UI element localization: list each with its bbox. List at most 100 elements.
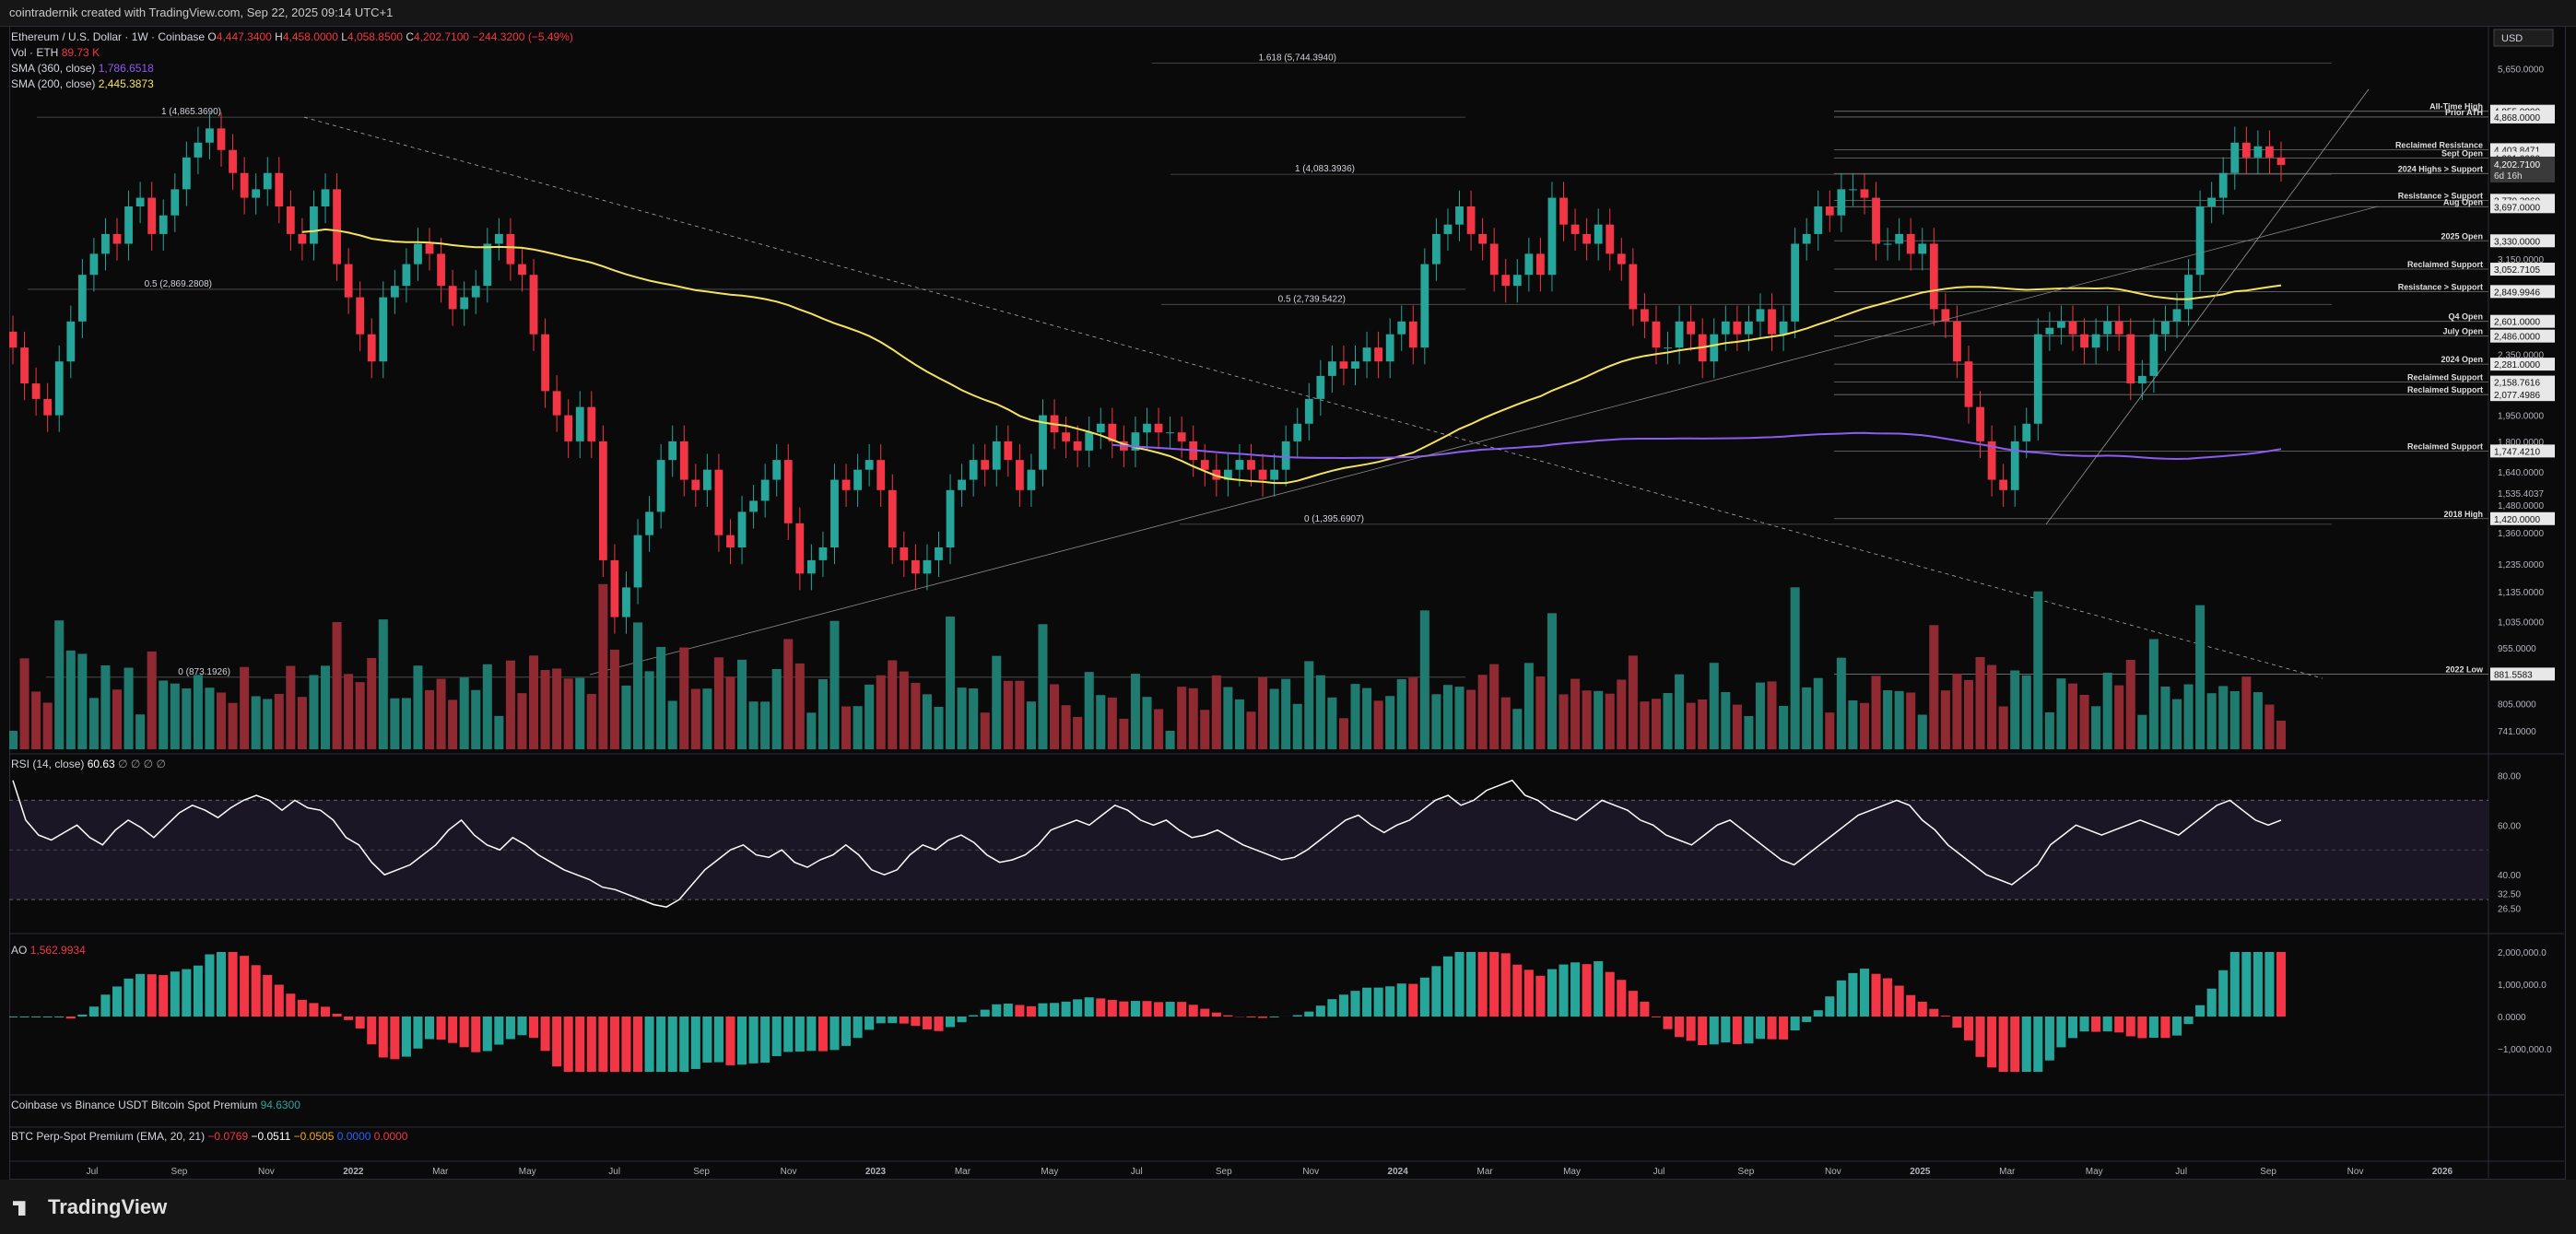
price-chart[interactable]: USD5,650.00004,955.00004,868.00004,403.8… — [9, 26, 2564, 1178]
candle-body — [1131, 432, 1140, 451]
brand-text: TradingView — [48, 1195, 168, 1218]
ao-bar — [760, 1017, 770, 1064]
ao-bar — [1987, 1017, 1997, 1068]
ao-group — [9, 952, 2287, 1072]
candle-body — [1791, 243, 1800, 322]
ao-bar — [1617, 980, 1627, 1017]
candle-body — [529, 275, 538, 335]
legend-high-label: H — [275, 30, 283, 43]
ao-bar — [1096, 998, 1106, 1017]
dashed-trendline — [303, 116, 2323, 679]
candle-body — [54, 361, 64, 416]
level-price-text: 3,052.7105 — [2494, 265, 2540, 276]
volume-bar — [112, 689, 123, 749]
premium1-label: Coinbase vs Binance USDT Bitcoin Spot Pr… — [11, 1099, 258, 1111]
ao-bar — [748, 1017, 759, 1064]
ao-bar — [482, 1017, 492, 1052]
volume-bar — [1732, 704, 1742, 749]
volume-bar — [1003, 680, 1013, 749]
ao-bar — [1038, 1003, 1048, 1017]
volume-bar — [1559, 694, 1569, 749]
volume-bar — [679, 647, 689, 749]
ao-bar — [494, 1017, 504, 1045]
chart-frame[interactable] — [9, 26, 2566, 1180]
candle-body — [598, 441, 607, 560]
candle-body — [1478, 233, 1488, 244]
ao-bar — [228, 952, 238, 1017]
ao-bar — [656, 1017, 666, 1072]
volume-bar — [309, 675, 319, 749]
ao-bar — [1327, 999, 1337, 1017]
candle-body — [1154, 423, 1163, 433]
volume-bar — [494, 715, 504, 749]
rsi-axis-tick: 40.00 — [2498, 871, 2521, 881]
ao-bar — [644, 1017, 654, 1072]
candle-body — [1328, 361, 1336, 376]
time-axis-tick: Jul — [1131, 1167, 1143, 1177]
candle-body — [1304, 398, 1313, 424]
ao-bar — [1512, 964, 1523, 1017]
level-label: Reclaimed Resistance — [2395, 140, 2483, 149]
currency-box — [2493, 29, 2554, 47]
volume-bar — [1975, 657, 1985, 749]
fib-label: 0.5 (2,869.2808) — [145, 279, 212, 289]
level-price-text: 2,486.0000 — [2494, 333, 2540, 343]
volume-bar — [1292, 703, 1302, 749]
volume-bar — [1107, 697, 1117, 749]
legend-low: 4,058.8500 — [347, 30, 403, 43]
candle-body — [206, 128, 214, 143]
ao-bar — [2160, 1017, 2170, 1039]
ao-bar — [1304, 1011, 1314, 1017]
ao-bar — [1119, 1001, 1129, 1017]
volume-bar — [1721, 692, 1731, 749]
volume-bar — [1327, 697, 1337, 749]
ao-bar — [1396, 983, 1406, 1017]
level-label: Q4 Open — [2448, 312, 2483, 322]
candle-body — [518, 264, 526, 276]
candle-body — [1177, 432, 1186, 441]
candle-body — [425, 243, 434, 254]
ao-bar — [2206, 988, 2217, 1017]
time-axis-tick: 2022 — [343, 1167, 364, 1177]
volume-bar — [1582, 690, 1592, 749]
level-label: July Open — [2442, 327, 2483, 336]
candle-body — [981, 460, 990, 470]
ao-bar — [2067, 1017, 2078, 1039]
premium2-v3: −0.0505 — [293, 1130, 335, 1143]
volume-bar — [2044, 712, 2054, 749]
level-label: Reclaimed Support — [2407, 441, 2483, 451]
volume-bar — [609, 650, 619, 749]
legend-sma200-row: SMA (200, close) 2,445.3873 — [11, 77, 154, 90]
ao-bar — [1859, 969, 1870, 1017]
volume-bar — [2125, 660, 2135, 749]
top-bar: cointradernik created with TradingView.c… — [0, 0, 2576, 27]
candle-body — [171, 189, 180, 216]
ao-bar — [1084, 997, 1094, 1017]
volume-bar — [401, 698, 411, 749]
ao-bar — [1061, 1001, 1071, 1017]
volume-bar — [1454, 687, 1464, 749]
time-axis-tick: Sep — [171, 1167, 188, 1177]
candle-body — [1108, 423, 1117, 441]
candle-body — [1015, 460, 1024, 490]
tradingview-logo[interactable]: TradingView — [13, 1195, 167, 1219]
time-axis-tick: May — [1041, 1167, 1058, 1177]
time-axis-tick: Sep — [2260, 1167, 2276, 1177]
volume-bar — [992, 655, 1002, 749]
ao-bar — [946, 1017, 956, 1028]
time-axis-tick: 2024 — [1388, 1167, 1409, 1177]
ao-bar — [436, 1017, 446, 1040]
time-axis-tick: Jul — [2175, 1167, 2187, 1177]
volume-bar — [193, 675, 203, 749]
candle-body — [923, 559, 932, 574]
time-axis-tick: 2023 — [865, 1167, 887, 1177]
candle-body — [552, 391, 561, 416]
candle-body — [1143, 423, 1151, 433]
candle-body — [610, 559, 619, 617]
price-axis-tick: 1,800.0000 — [2498, 438, 2544, 448]
ao-bar — [1211, 1012, 1221, 1017]
candle-body — [1745, 321, 1753, 335]
ao-bar — [505, 1017, 515, 1040]
volume-bar — [2229, 690, 2240, 749]
volume-bar — [1848, 700, 1858, 749]
